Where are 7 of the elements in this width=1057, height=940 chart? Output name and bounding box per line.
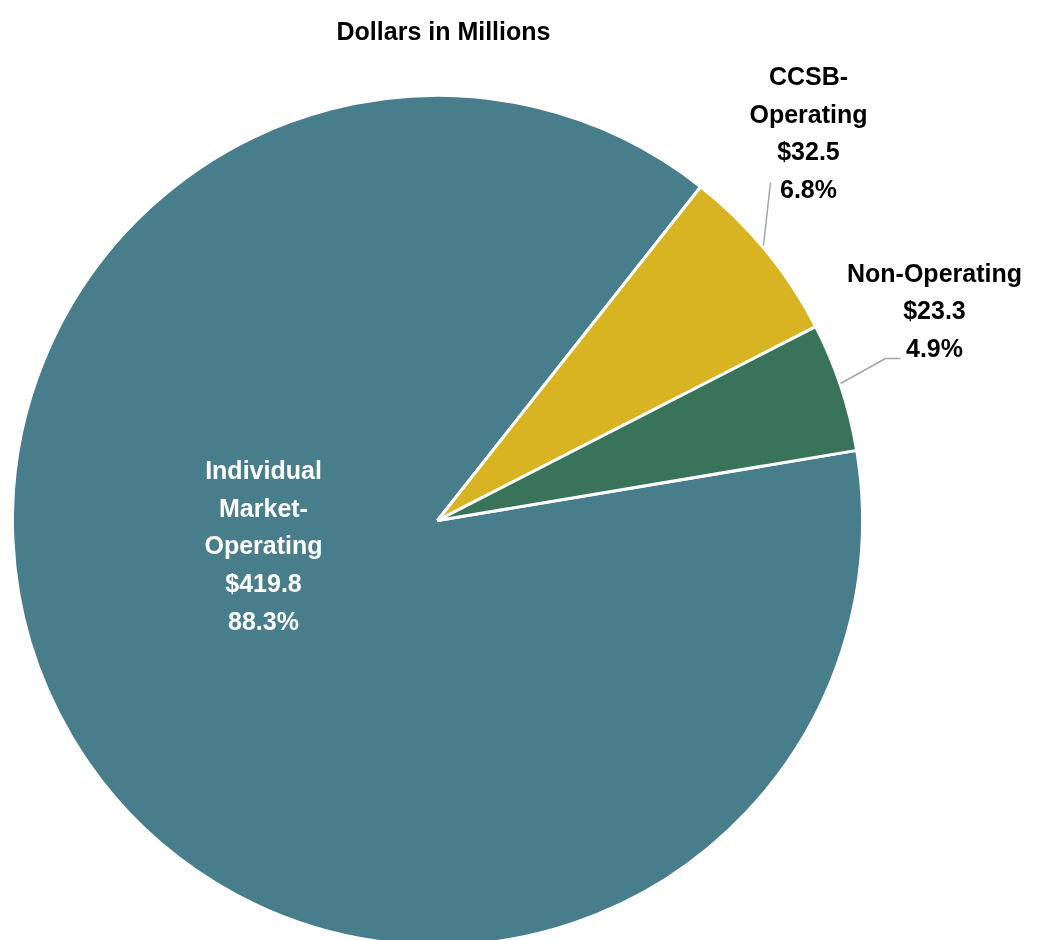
slice-label: CCSB-Operating (749, 61, 868, 128)
slice-label: Individual Market-Operating (204, 455, 323, 560)
data-label: $23.3 4.9% (903, 296, 966, 363)
slice-label: Non-Operating (847, 258, 1023, 287)
chart-title: Dollars in Millions (336, 16, 551, 45)
data-label: $32.5 6.8% (777, 137, 840, 204)
data-label: $419.8 88.3% (225, 569, 302, 636)
